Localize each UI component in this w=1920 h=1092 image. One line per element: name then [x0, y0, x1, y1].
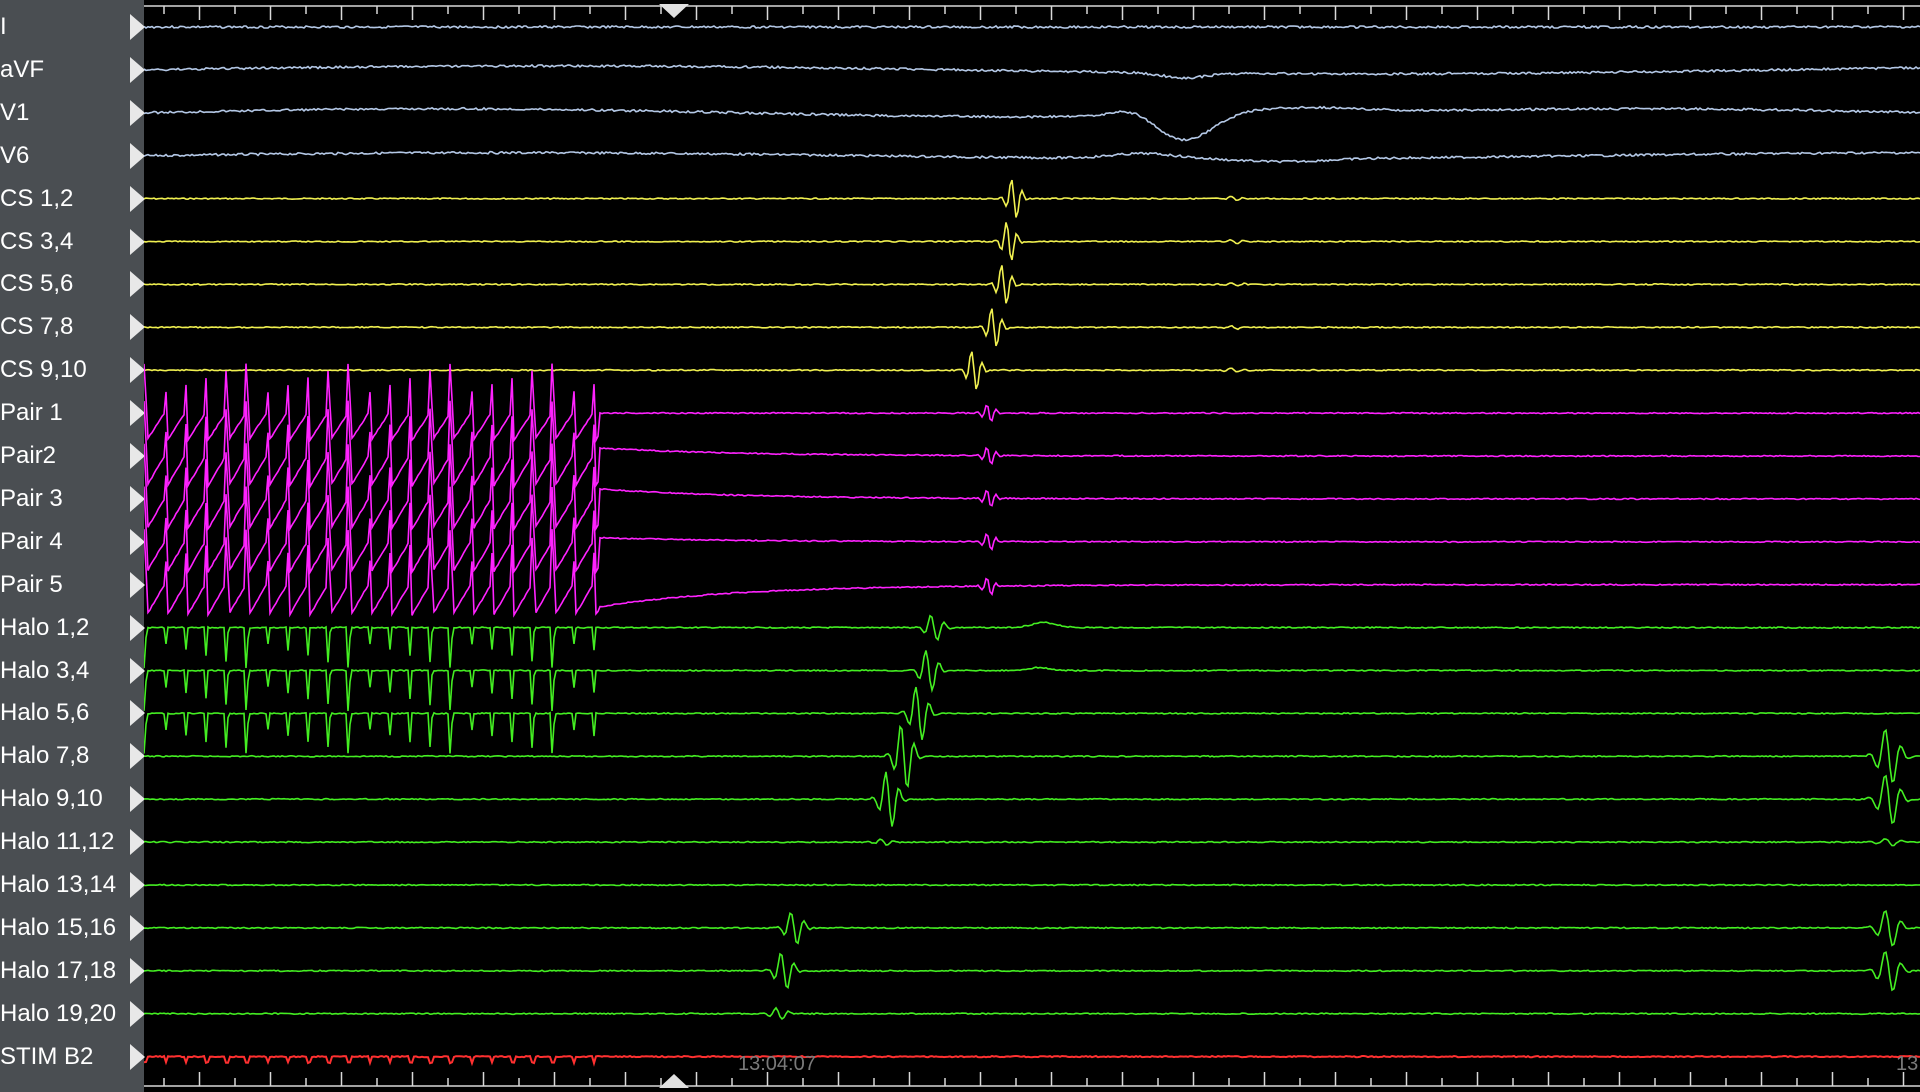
channel-marker-icon[interactable] [130, 572, 145, 598]
channel-label: Halo 11,12 [0, 827, 134, 857]
channel-marker-icon[interactable] [130, 958, 145, 984]
channel-marker-icon[interactable] [130, 615, 145, 641]
channel-label: Halo 15,16 [0, 913, 134, 943]
channel-marker-icon[interactable] [130, 143, 145, 169]
channel-label: Halo 7,8 [0, 741, 134, 771]
channel-label: V6 [0, 141, 134, 171]
channel-label: Pair2 [0, 441, 134, 471]
channel-label: Halo 17,18 [0, 956, 134, 986]
channel-label: CS 3,4 [0, 227, 134, 257]
traces-canvas[interactable] [144, 0, 1920, 1092]
channel-marker-icon[interactable] [130, 786, 145, 812]
channel-marker-icon[interactable] [130, 443, 145, 469]
channel-label: Halo 9,10 [0, 784, 134, 814]
trace-cs-7-8 [144, 309, 1920, 346]
channel-marker-icon[interactable] [130, 658, 145, 684]
channel-marker-icon[interactable] [130, 1001, 145, 1027]
channel-marker-icon[interactable] [130, 1044, 145, 1070]
channel-marker-icon[interactable] [130, 100, 145, 126]
channel-label: Halo 1,2 [0, 613, 134, 643]
trace-halo-17-18 [144, 952, 1920, 990]
channel-label: CS 5,6 [0, 269, 134, 299]
channel-label: aVF [0, 55, 134, 85]
channel-label: Halo 5,6 [0, 698, 134, 728]
trace-avf [144, 65, 1920, 79]
channel-label: CS 7,8 [0, 312, 134, 342]
trace-stim-b2 [144, 1056, 1920, 1063]
channel-label: Pair 3 [0, 484, 134, 514]
channel-label: CS 9,10 [0, 355, 134, 385]
timestamp-left: 13:04:07 [738, 1053, 816, 1076]
trace-i [144, 26, 1920, 28]
trace-halo-13-14 [144, 884, 1920, 885]
channel-marker-icon[interactable] [130, 14, 145, 40]
trace-halo-15-16 [144, 911, 1920, 945]
trace-cs-5-6 [144, 265, 1920, 303]
trace-v6 [144, 152, 1920, 163]
channel-label: Halo 3,4 [0, 656, 134, 686]
channel-marker-icon[interactable] [130, 357, 145, 383]
trace-cs-3-4 [144, 222, 1920, 260]
trace-halo-1-2 [144, 616, 1920, 668]
channel-label: Halo 19,20 [0, 999, 134, 1029]
timestamp-right: 13: [1896, 1053, 1920, 1076]
channel-label: I [0, 12, 134, 42]
trace-halo-3-4 [144, 651, 1920, 711]
trace-area[interactable] [144, 0, 1920, 1092]
channel-label: Halo 13,14 [0, 870, 134, 900]
top-scroll-handle-icon[interactable] [659, 4, 689, 18]
trace-halo-11-12 [144, 839, 1920, 846]
channel-marker-icon[interactable] [130, 529, 145, 555]
channel-marker-icon[interactable] [130, 700, 145, 726]
channel-marker-icon[interactable] [130, 186, 145, 212]
channel-marker-icon[interactable] [130, 743, 145, 769]
channel-marker-icon[interactable] [130, 229, 145, 255]
channel-marker-icon[interactable] [130, 400, 145, 426]
channel-label: V1 [0, 98, 134, 128]
channel-label: Pair 5 [0, 570, 134, 600]
channel-label: STIM B2 [0, 1042, 134, 1072]
trace-cs-1-2 [144, 180, 1920, 217]
trace-halo-9-10 [144, 772, 1920, 827]
channel-marker-icon[interactable] [130, 271, 145, 297]
trace-v1 [144, 107, 1920, 141]
channel-label: CS 1,2 [0, 184, 134, 214]
channel-label: Pair 4 [0, 527, 134, 557]
bottom-scroll-handle-icon[interactable] [659, 1074, 689, 1088]
channel-marker-icon[interactable] [130, 486, 145, 512]
trace-halo-19-20 [144, 1008, 1920, 1019]
channel-marker-icon[interactable] [130, 57, 145, 83]
channel-marker-icon[interactable] [130, 829, 145, 855]
channel-marker-icon[interactable] [130, 314, 145, 340]
channel-marker-icon[interactable] [130, 915, 145, 941]
channel-marker-icon[interactable] [130, 872, 145, 898]
channel-label: Pair 1 [0, 398, 134, 428]
